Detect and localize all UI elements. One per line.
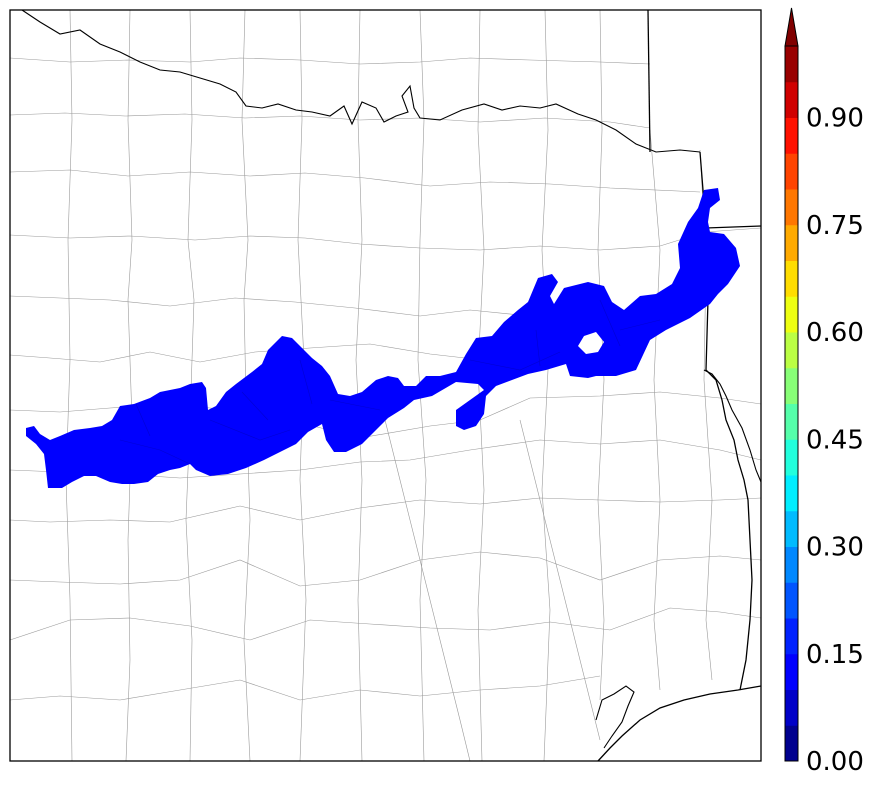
red-river-border [21,9,701,153]
colorbar-tick-label: 0.00 [806,747,864,777]
oklahoma-arkansas-border [647,9,651,153]
colorbar-ticks: 0.00 0.15 0.30 0.45 0.60 0.75 0.90 [806,104,864,778]
shaded-region-internal-lines [119,299,661,465]
colorbar-segment [785,81,798,118]
colorbar-segment [785,439,798,476]
county-boundaries [9,9,762,762]
colorbar-extend-arrow [784,7,799,47]
colorbar-segment [785,546,798,583]
colorbar-tick-label: 0.90 [806,104,864,134]
probability-shaded-region [26,188,740,488]
colorbar-segment [785,510,798,547]
colorbar: 0.00 0.15 0.30 0.45 0.60 0.75 0.90 [784,7,864,778]
map-panel [9,9,762,762]
colorbar-segment [785,582,798,619]
gulf-coastline [597,685,762,762]
colorbar-segment [785,46,798,83]
colorbar-segment [785,618,798,655]
colorbar-segment [785,367,798,404]
colorbar-segment [785,296,798,333]
colorbar-tick-label: 0.75 [806,211,864,241]
colorbar-segment [785,153,798,190]
colorbar-segment [785,653,798,690]
colorbar-segment [785,189,798,226]
colorbar-segment [785,725,798,762]
colorbar-segment [785,260,798,297]
colorbar-segment [785,332,798,369]
colorbar-tick-label: 0.60 [806,318,864,348]
colorbar-segment [785,224,798,261]
texas-louisiana-border [705,227,753,691]
colorbar-tick-label: 0.30 [806,533,864,563]
colorbar-segment [785,475,798,512]
colorbar-tick-label: 0.15 [806,640,864,670]
colorbar-segments [785,46,798,762]
sabine-river [703,369,762,483]
galveston-bay [595,685,635,749]
colorbar-segment [785,117,798,154]
colorbar-segment [785,689,798,726]
colorbar-segment [785,403,798,440]
colorbar-tick-label: 0.45 [806,425,864,455]
colorbar-frame [784,45,799,762]
map-frame [9,9,762,762]
